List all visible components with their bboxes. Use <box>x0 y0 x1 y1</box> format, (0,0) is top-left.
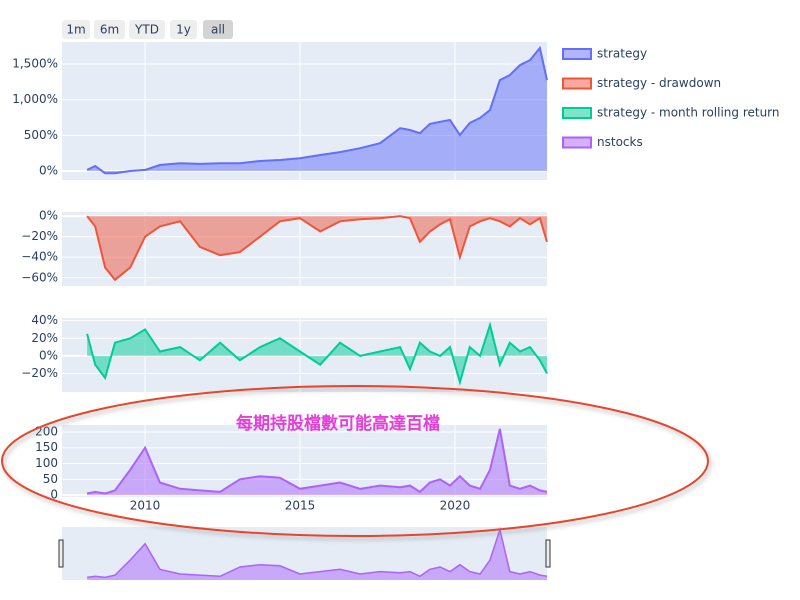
series-line <box>86 215 548 282</box>
y-tick-label: 0% <box>39 209 58 223</box>
plot-root: 1m 6m YTD 1y all0%500%1,000%1,500%−60%−40%−2… <box>12 20 780 580</box>
x-tick-label: 2010 <box>130 499 161 513</box>
y-tick-label: −40% <box>21 250 58 264</box>
x-tick-label: 2020 <box>440 499 471 513</box>
range-button[interactable]: YTD <box>129 20 165 39</box>
range-button[interactable]: all <box>203 20 233 39</box>
rangeslider-handle[interactable] <box>545 539 551 568</box>
legend-item[interactable]: strategy <box>562 47 647 61</box>
range-button-label: 1y <box>176 23 191 37</box>
legend-swatch <box>562 107 592 119</box>
legend-label: strategy - drawdown <box>597 76 721 90</box>
legend-label: nstocks <box>597 135 643 149</box>
legend-swatch <box>562 77 592 90</box>
y-tick-label: −20% <box>21 229 58 243</box>
y-tick-label: 200 <box>35 424 58 438</box>
legend-swatch <box>562 48 592 60</box>
y-tick-label: 0% <box>39 164 58 178</box>
range-button[interactable]: 1y <box>170 20 197 39</box>
range-button-label: 6m <box>100 23 119 37</box>
area-fill <box>87 48 547 174</box>
rangeslider-line <box>86 527 548 579</box>
y-tick-label: 1,500% <box>12 57 58 71</box>
range-button-bg <box>94 20 125 39</box>
rangeslider-handle[interactable] <box>58 539 64 568</box>
range-button[interactable]: 6m <box>94 20 125 39</box>
series-line <box>86 428 548 495</box>
range-button[interactable]: 1m <box>62 20 90 39</box>
x-tick-label: 2015 <box>285 499 316 513</box>
area-fill <box>87 325 547 383</box>
legend-swatch <box>562 136 592 149</box>
legend-item[interactable]: strategy - month rolling return <box>562 106 780 120</box>
legend-label: strategy <box>597 47 647 61</box>
legend-label: strategy - month rolling return <box>597 106 780 120</box>
y-tick-label: 20% <box>31 331 58 345</box>
y-tick-label: 0 <box>50 488 58 502</box>
range-button-label: 1m <box>66 23 85 37</box>
legend-item[interactable]: strategy - drawdown <box>562 76 721 90</box>
y-tick-label: 150 <box>35 440 58 454</box>
y-tick-label: −20% <box>21 366 58 380</box>
annotation: 每期持股檔數可能高達百檔 <box>236 413 440 434</box>
area-fill <box>87 216 547 280</box>
y-tick-label: 0% <box>39 348 58 362</box>
y-tick-label: −60% <box>21 270 58 284</box>
range-button-bg <box>129 20 165 39</box>
range-button-label: all <box>211 23 225 37</box>
range-button-bg <box>203 20 233 39</box>
y-tick-label: 40% <box>31 313 58 327</box>
range-button-bg <box>62 20 90 39</box>
y-tick-label: 500% <box>24 128 58 142</box>
range-button-bg <box>170 20 197 39</box>
legend-item[interactable]: nstocks <box>562 135 643 149</box>
y-tick-label: 50 <box>43 472 58 486</box>
highlight-ellipse <box>1 385 709 537</box>
y-tick-label: 100 <box>35 456 58 470</box>
series-line <box>86 321 548 386</box>
y-tick-label: 1,000% <box>12 92 58 106</box>
series-line <box>86 45 548 175</box>
range-button-label: YTD <box>134 23 159 37</box>
